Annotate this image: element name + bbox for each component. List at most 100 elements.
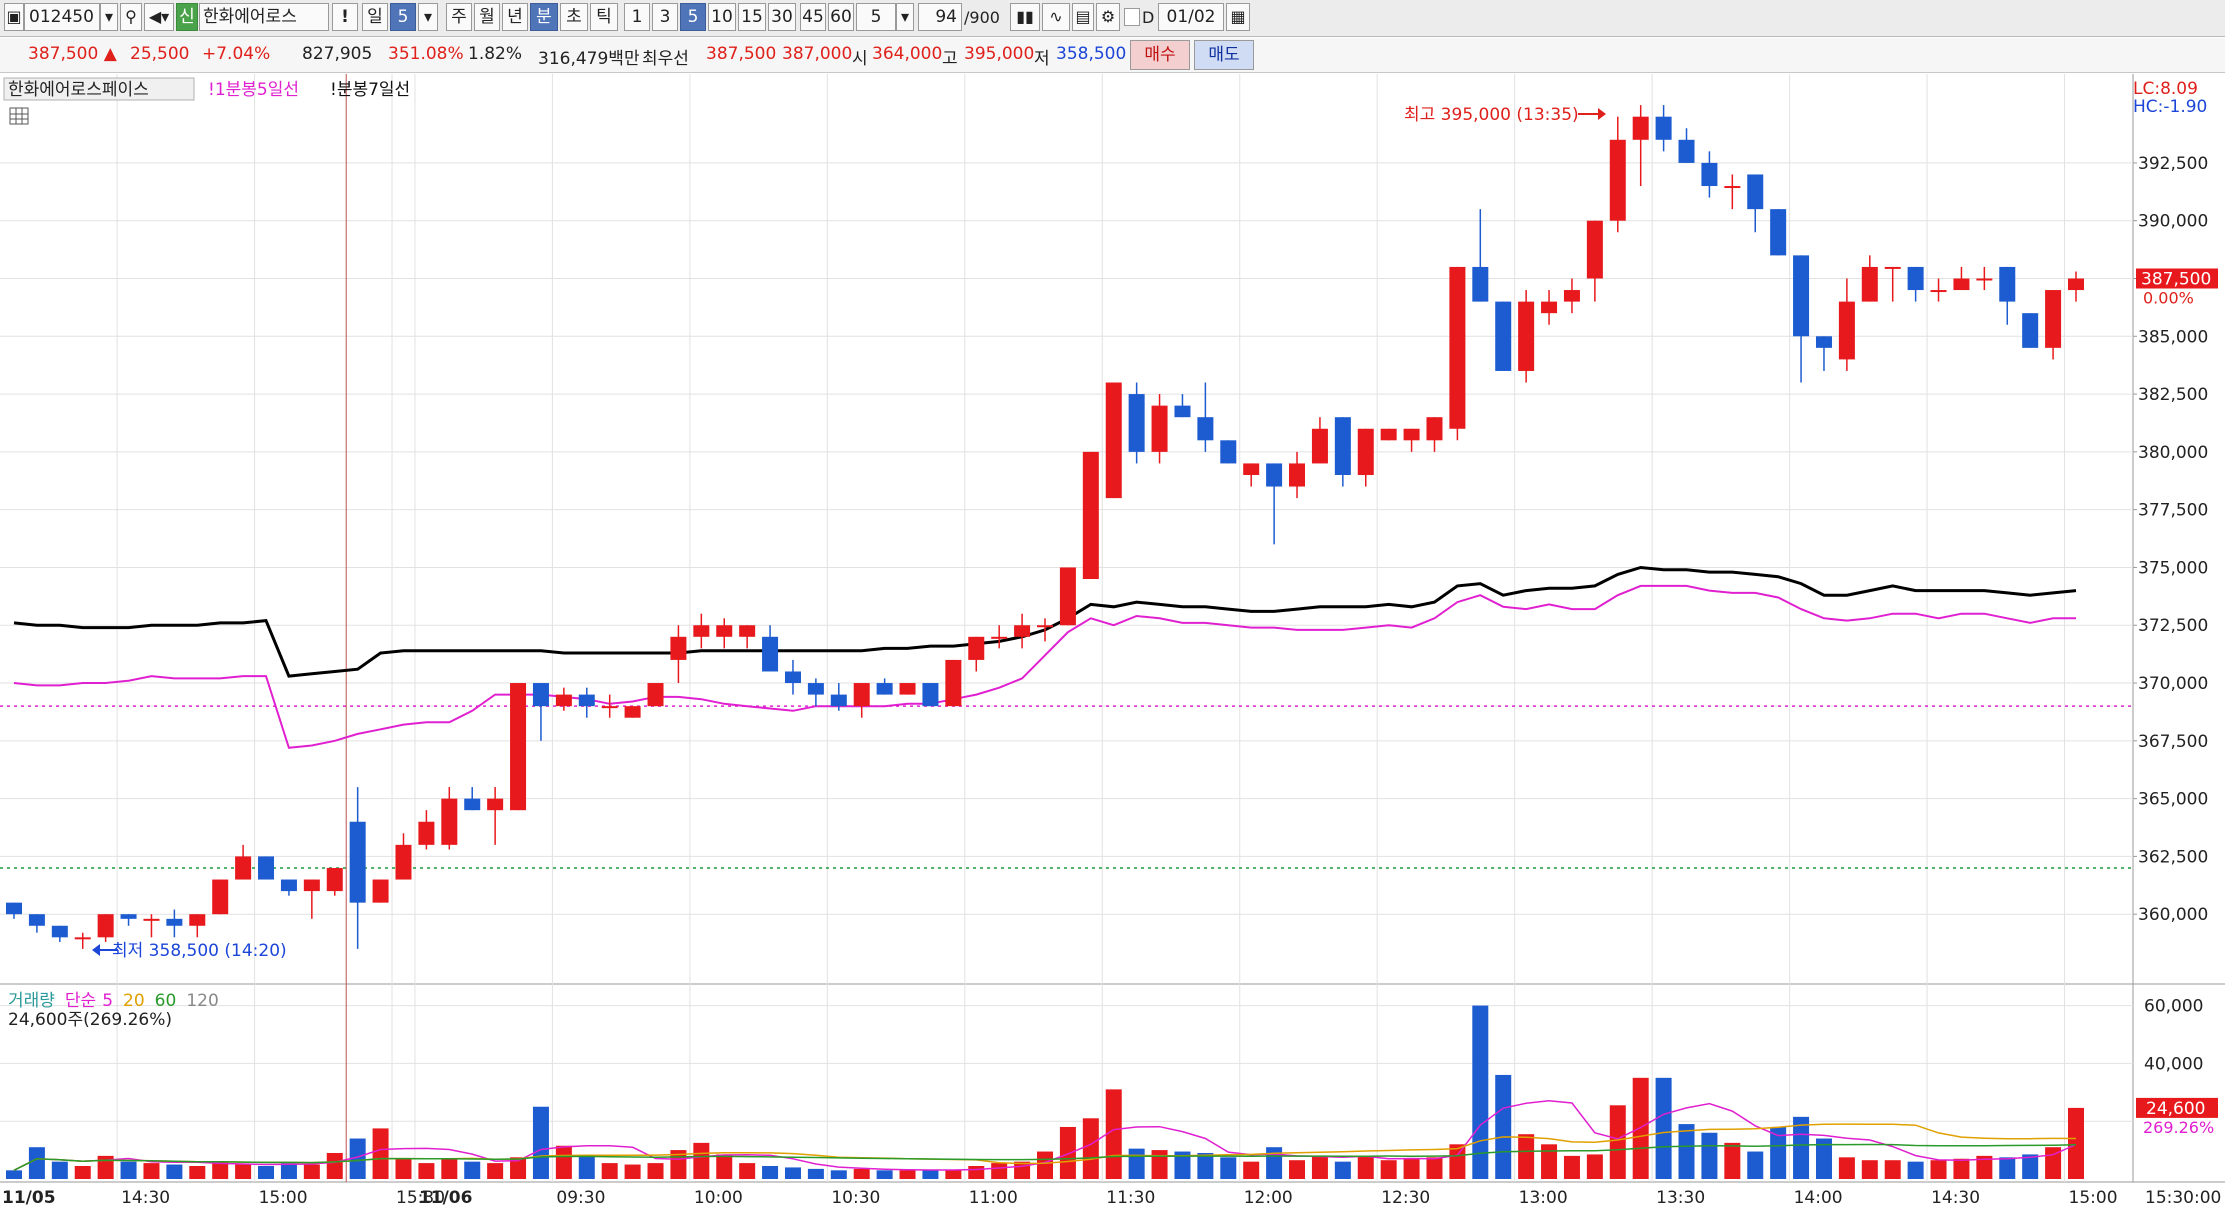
- interval-button-45[interactable]: 45: [800, 3, 826, 31]
- stock-code-input[interactable]: 012450: [24, 3, 100, 31]
- price-tick-label: 372,500: [2138, 616, 2208, 636]
- time-tick-label: 11:00: [969, 1188, 1018, 1208]
- price-tick-label: 360,000: [2138, 905, 2208, 925]
- volume-bar: [693, 1142, 710, 1179]
- volume-bar: [1976, 1155, 1993, 1179]
- period-value-field[interactable]: 5: [390, 3, 416, 31]
- second-button[interactable]: 초: [560, 3, 588, 31]
- tick-button[interactable]: 틱: [590, 3, 618, 31]
- price-tick-label: 370,000: [2138, 674, 2208, 694]
- candles: [6, 105, 2084, 949]
- candle: [1632, 105, 1649, 187]
- period-day-button[interactable]: 일: [362, 3, 388, 31]
- candle: [1770, 209, 1787, 256]
- price-tick-label: 385,000: [2138, 327, 2208, 347]
- time-tick-label: 10:30: [831, 1188, 880, 1208]
- interval-button-1[interactable]: 1: [624, 3, 650, 31]
- time-tick-label: 14:30: [1931, 1188, 1980, 1208]
- minute-button[interactable]: 분: [530, 3, 558, 31]
- low-annotation: 최저 358,500 (14:20): [112, 941, 287, 961]
- candle: [1311, 417, 1328, 464]
- hc-label: HC:-1.90: [2133, 97, 2207, 117]
- candle: [1930, 278, 1947, 302]
- interval-button-5[interactable]: 5: [680, 3, 706, 31]
- candle: [97, 914, 114, 942]
- period-dropdown-icon[interactable]: ▾: [418, 3, 438, 31]
- date-input[interactable]: 01/02: [1158, 3, 1224, 31]
- calendar-icon[interactable]: ▦: [1226, 3, 1250, 31]
- interval-button-15[interactable]: 15: [738, 3, 766, 31]
- interval-button-60[interactable]: 60: [828, 3, 854, 31]
- sound-icon[interactable]: ◀▾: [144, 3, 174, 31]
- volume-bar: [51, 1161, 68, 1179]
- candle: [693, 613, 710, 649]
- candle: [899, 683, 916, 695]
- candle: [1220, 440, 1237, 464]
- candle: [372, 879, 389, 903]
- candle: [1793, 255, 1810, 383]
- time-tick-label: 12:00: [1244, 1188, 1293, 1208]
- volume-bar: [1632, 1077, 1649, 1179]
- time-tick-label: 11/06: [419, 1188, 473, 1208]
- buy-button[interactable]: 매수: [1130, 40, 1190, 70]
- week-button[interactable]: 주: [446, 3, 472, 31]
- volume-bar: [555, 1145, 572, 1179]
- high-annotation: 최고 395,000 (13:35): [1404, 105, 1579, 125]
- volume-bar: [739, 1163, 756, 1179]
- candle: [853, 683, 870, 718]
- candle: [1884, 266, 1901, 302]
- interval-button-10[interactable]: 10: [708, 3, 736, 31]
- reference-lines: [0, 705, 2133, 869]
- alert-button[interactable]: !: [332, 3, 358, 31]
- year-button[interactable]: 년: [502, 3, 528, 31]
- volume-bar: [899, 1170, 916, 1179]
- grid-toggle-icon[interactable]: [9, 107, 29, 125]
- volume-bar: [349, 1138, 366, 1179]
- volume-bar: [1059, 1126, 1076, 1179]
- interval-button-3[interactable]: 3: [652, 3, 678, 31]
- save-icon[interactable]: ▤: [1072, 3, 1094, 31]
- credit-badge: 신: [176, 3, 198, 31]
- count-dropdown-icon[interactable]: ▾: [896, 3, 914, 31]
- volume-bar: [1770, 1126, 1787, 1179]
- volume-bar: [1426, 1157, 1443, 1179]
- candle: [968, 636, 985, 672]
- code-dropdown-icon[interactable]: ▾: [100, 3, 118, 31]
- stock-name-field[interactable]: 한화에어로스: [199, 3, 329, 31]
- date-checkbox[interactable]: [1124, 8, 1140, 26]
- volume-bar: [74, 1165, 91, 1179]
- volume-bar: [464, 1161, 481, 1179]
- menu-icon[interactable]: ▣: [4, 3, 24, 31]
- candle: [1105, 382, 1122, 499]
- interval-button-30[interactable]: 30: [768, 3, 796, 31]
- search-icon[interactable]: ⚲: [120, 3, 142, 31]
- volume-bar: [578, 1155, 595, 1179]
- volume-bar: [441, 1158, 458, 1179]
- time-axis-end: 15:30:00: [2145, 1188, 2221, 1208]
- time-tick-label: 10:00: [694, 1188, 743, 1208]
- date-check-label: D: [1142, 8, 1155, 27]
- volume-bar: [258, 1165, 275, 1179]
- legend-ma1: !1분봉5일선: [208, 80, 299, 100]
- candle: [1059, 567, 1076, 626]
- count-input[interactable]: 94: [918, 3, 962, 31]
- candle: [1197, 382, 1214, 452]
- line-tool-icon[interactable]: ∿: [1042, 3, 1070, 31]
- count-select[interactable]: 5: [856, 3, 896, 31]
- candle-type-icon[interactable]: ▮▮: [1010, 3, 1040, 31]
- candle: [1266, 463, 1283, 545]
- volume-bar: [853, 1168, 870, 1179]
- gear-icon[interactable]: ⚙: [1096, 3, 1120, 31]
- sell-button[interactable]: 매도: [1194, 40, 1254, 70]
- volume-bar: [807, 1168, 824, 1179]
- candle: [1976, 266, 1993, 291]
- time-tick-label: 11/05: [2, 1188, 56, 1208]
- stock-chart[interactable]: 392,500 390,000 387,500 385,000 382,500 380,0…: [0, 74, 2225, 1209]
- candle: [28, 914, 45, 933]
- chart-grid: [0, 74, 2225, 1183]
- month-button[interactable]: 월: [474, 3, 500, 31]
- volume-bar: [830, 1170, 847, 1179]
- volume-bar: [762, 1165, 779, 1179]
- candle: [1999, 266, 2016, 325]
- candle: [1289, 451, 1306, 499]
